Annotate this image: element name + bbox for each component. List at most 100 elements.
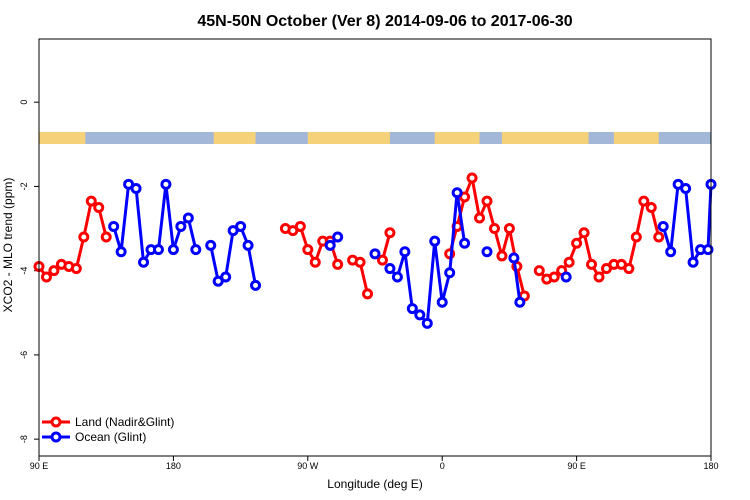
land-ocean-strip <box>39 131 711 144</box>
data-point-ocean <box>332 231 344 243</box>
data-point-land <box>503 223 515 235</box>
data-point-ocean <box>242 239 254 251</box>
data-point-land <box>474 212 486 224</box>
data-point-ocean <box>324 239 336 251</box>
data-point-ocean <box>220 271 232 283</box>
chart-title: 45N-50N October (Ver 8) 2014-09-06 to 20… <box>197 13 572 30</box>
x-tick-label: 90 W <box>297 461 319 471</box>
data-point-ocean <box>205 239 217 251</box>
plot-frame <box>38 38 712 457</box>
data-point-ocean <box>391 271 403 283</box>
data-point-ocean <box>657 220 669 232</box>
data-point-ocean <box>421 317 433 329</box>
land-strip-segment <box>307 131 390 144</box>
data-point-land <box>481 195 493 207</box>
data-point-land <box>578 227 590 239</box>
y-axis-label: XCO2 - MLO trend (ppm) <box>1 178 15 313</box>
data-point-ocean <box>160 178 172 190</box>
y-tick-label: -4 <box>19 267 29 275</box>
data-point-ocean <box>481 246 493 258</box>
data-point-land <box>638 195 650 207</box>
legend-marker-land <box>50 416 62 428</box>
data-point-ocean <box>384 263 396 275</box>
data-point-ocean <box>182 212 194 224</box>
x-tick-label: 180 <box>166 461 181 471</box>
data-point-ocean <box>459 237 471 249</box>
data-point-ocean <box>152 244 164 256</box>
series-layer <box>33 172 717 329</box>
data-point-ocean <box>508 252 520 264</box>
x-tick-label: 0 <box>440 461 445 471</box>
data-point-ocean <box>702 244 714 256</box>
land-strip-segment <box>501 131 589 144</box>
data-point-ocean <box>235 220 247 232</box>
data-point-land <box>533 265 545 277</box>
y-tick-label: 0 <box>19 100 29 105</box>
x-tick-label: 180 <box>703 461 718 471</box>
data-point-land <box>488 223 500 235</box>
data-point-ocean <box>560 271 572 283</box>
x-axis-label: Longitude (deg E) <box>327 477 422 491</box>
legend-label-land: Land (Nadir&Glint) <box>75 415 174 429</box>
data-point-land <box>100 231 112 243</box>
data-point-ocean <box>138 256 150 268</box>
series-line-ocean <box>112 182 713 325</box>
data-point-ocean <box>687 256 699 268</box>
data-point-ocean <box>175 220 187 232</box>
data-point-land <box>70 263 82 275</box>
data-point-land <box>354 256 366 268</box>
data-point-land <box>332 258 344 270</box>
data-point-land <box>384 227 396 239</box>
data-point-land <box>85 195 97 207</box>
data-point-land <box>78 231 90 243</box>
data-point-ocean <box>130 183 142 195</box>
data-point-land <box>653 231 665 243</box>
data-point-ocean <box>451 187 463 199</box>
data-point-land <box>563 256 575 268</box>
data-point-land <box>40 271 52 283</box>
data-point-land <box>48 265 60 277</box>
data-point-ocean <box>665 246 677 258</box>
data-point-land <box>548 271 560 283</box>
data-point-land <box>93 201 105 213</box>
data-point-ocean <box>369 248 381 260</box>
data-point-ocean <box>108 220 120 232</box>
data-point-land <box>630 231 642 243</box>
legend-marker-ocean <box>50 431 62 443</box>
y-tick-label: -6 <box>19 351 29 359</box>
x-tick-label: 90 E <box>567 461 586 471</box>
data-point-ocean <box>680 183 692 195</box>
data-point-land <box>623 263 635 275</box>
data-point-ocean <box>514 296 526 308</box>
data-point-land <box>309 256 321 268</box>
data-point-ocean <box>406 303 418 315</box>
y-tick-label: -2 <box>19 182 29 190</box>
data-point-land <box>593 271 605 283</box>
data-point-ocean <box>444 267 456 279</box>
data-point-ocean <box>399 246 411 258</box>
data-point-land <box>362 288 374 300</box>
data-point-ocean <box>436 296 448 308</box>
data-point-land <box>376 254 388 266</box>
data-point-land <box>496 250 508 262</box>
x-tick-label: 90 E <box>30 461 49 471</box>
data-point-ocean <box>115 246 127 258</box>
land-strip-segment <box>39 131 86 144</box>
axes: 90 E 180 90 W 0 90 E 180 0 -2 -4 -6 -8 <box>19 100 719 471</box>
data-point-ocean <box>167 244 179 256</box>
legend-label-ocean: Ocean (Glint) <box>75 430 146 444</box>
data-point-land <box>571 237 583 249</box>
land-strip-segment <box>213 131 256 144</box>
data-point-land <box>466 172 478 184</box>
data-point-land <box>645 201 657 213</box>
legend: Land (Nadir&Glint) Ocean (Glint) <box>42 415 174 444</box>
data-point-land <box>586 258 598 270</box>
data-point-land <box>294 220 306 232</box>
land-strip-segment <box>434 131 480 144</box>
data-point-ocean <box>250 279 262 291</box>
data-point-ocean <box>190 244 202 256</box>
land-strip-segment <box>613 131 659 144</box>
data-point-land <box>302 244 314 256</box>
y-tick-label: -8 <box>19 435 29 443</box>
